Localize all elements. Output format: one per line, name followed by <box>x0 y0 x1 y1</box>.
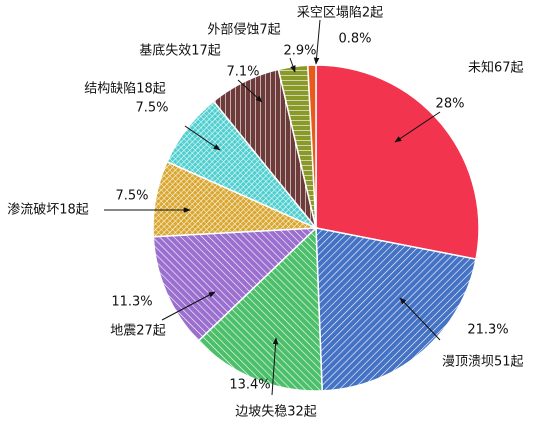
leader-arrow <box>399 297 441 341</box>
leader-arrow <box>271 337 279 396</box>
leader-arrow <box>313 19 321 65</box>
value-label: 13.4% <box>229 378 270 393</box>
value-label: 0.8% <box>338 32 371 47</box>
slice-label: 漫顶溃坝51起 <box>442 355 524 370</box>
slice-label: 边坡失稳32起 <box>235 404 317 420</box>
slice-label: 未知67起 <box>468 60 524 76</box>
pie-slice <box>307 64 317 229</box>
leader-arrow <box>394 111 441 143</box>
slice-label: 地震27起 <box>110 324 166 339</box>
slice-label: 基底失效17起 <box>139 43 221 59</box>
pie-slice <box>197 226 323 392</box>
slice-label: 渗流破坏18起 <box>7 203 89 218</box>
pie-slice <box>315 64 480 260</box>
leader-arrow <box>161 291 216 321</box>
pie-slice <box>152 227 318 342</box>
value-label: 28% <box>436 97 465 112</box>
value-label: 11.3% <box>111 295 152 310</box>
value-label: 21.3% <box>467 323 508 338</box>
leader-arrow <box>289 57 296 73</box>
value-label: 7.5% <box>135 101 168 116</box>
leader-arrow <box>184 125 221 151</box>
value-label: 7.1% <box>226 65 259 80</box>
slice-label: 外部侵蚀7起 <box>207 22 280 38</box>
leader-arrow <box>237 79 263 103</box>
slice-label: 结构缺陷18起 <box>84 82 166 97</box>
value-label: 7.5% <box>115 189 148 204</box>
slice-label: 采空区塌陷2起 <box>297 6 383 21</box>
value-label: 2.9% <box>283 44 316 59</box>
pie-slice <box>315 227 477 392</box>
